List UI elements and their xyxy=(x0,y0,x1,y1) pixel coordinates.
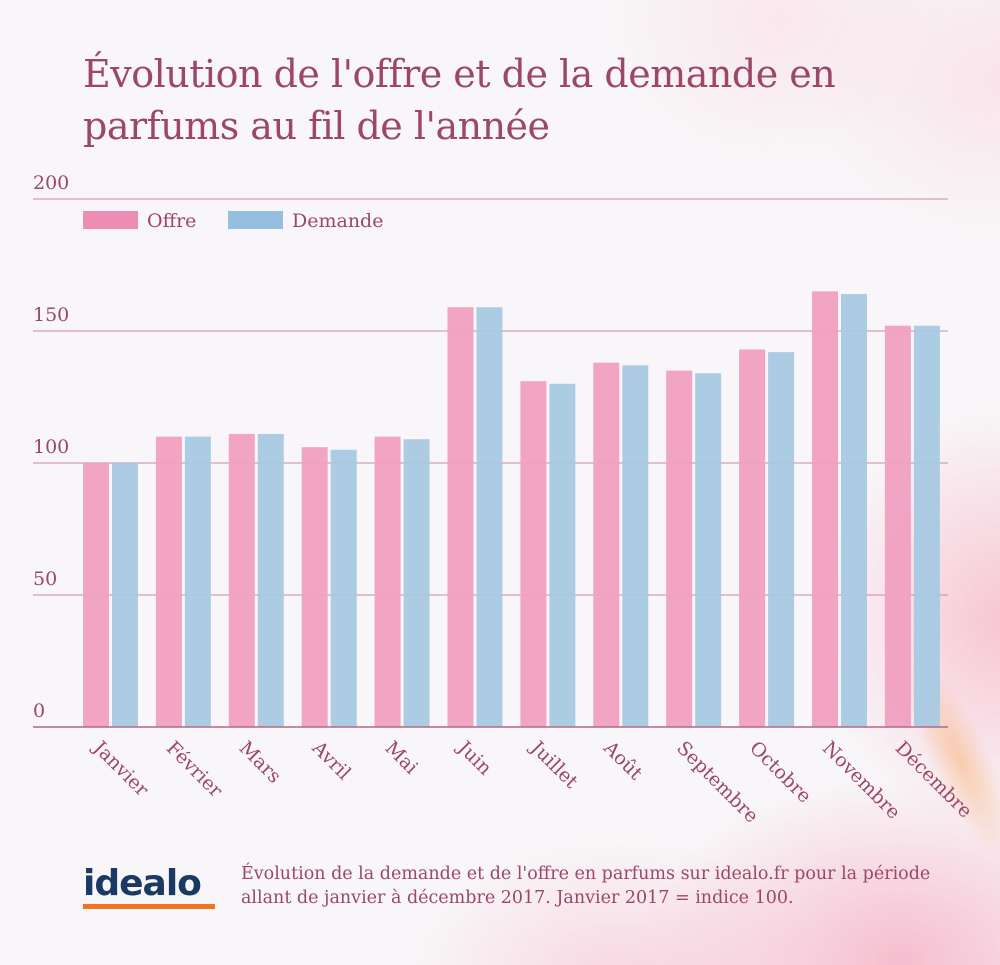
legend-label-offre: Offre xyxy=(147,210,196,232)
idealo-logo: idealo xyxy=(83,866,215,910)
bar-demande-mai xyxy=(403,439,430,727)
bar-demande-février xyxy=(184,436,211,727)
x-tick-label: Mars xyxy=(235,737,286,788)
y-tick-label: 50 xyxy=(33,568,57,590)
x-tick-label: Juillet xyxy=(525,736,583,794)
bar-offre-février xyxy=(155,436,182,727)
bar-demande-mars xyxy=(257,433,284,727)
y-tick-label: 200 xyxy=(33,172,69,194)
y-tick-label: 0 xyxy=(33,700,45,722)
bar-demande-juillet xyxy=(549,383,576,727)
x-tick-label: Février xyxy=(162,737,227,802)
x-tick-label: Mai xyxy=(381,737,423,779)
bar-offre-décembre xyxy=(884,325,911,727)
x-tick-label: Novembre xyxy=(818,737,905,824)
bar-offre-août xyxy=(593,362,620,727)
bar-demande-décembre xyxy=(913,325,940,727)
logo-underline xyxy=(83,904,215,909)
x-tick-label: Juin xyxy=(452,736,496,780)
bar-demande-juin xyxy=(476,307,503,727)
bar-demande-septembre xyxy=(695,373,722,727)
bar-offre-janvier xyxy=(83,463,109,727)
y-tick-label: 100 xyxy=(33,436,69,458)
legend-label-demande: Demande xyxy=(292,210,383,232)
bar-offre-mai xyxy=(374,436,401,727)
legend-swatch-offre xyxy=(83,211,138,229)
bar-offre-juin xyxy=(447,307,474,727)
bar-demande-janvier xyxy=(112,463,138,727)
bar-offre-novembre xyxy=(812,291,838,727)
legend: Offre Demande xyxy=(83,210,383,232)
bar-offre-septembre xyxy=(666,370,693,727)
bar-demande-novembre xyxy=(841,294,867,727)
bar-demande-avril xyxy=(330,449,357,727)
bar-demande-octobre xyxy=(768,352,795,727)
y-tick-label: 150 xyxy=(33,304,69,326)
bar-demande-août xyxy=(622,365,649,727)
logo-text: idealo xyxy=(83,863,202,904)
x-tick-label: Janvier xyxy=(88,736,154,802)
x-tick-label: Août xyxy=(599,736,647,784)
bar-offre-juillet xyxy=(520,381,547,727)
bars xyxy=(83,291,940,727)
chart-title: Évolution de l'offre et de la demande en… xyxy=(83,52,836,148)
footer-note: Évolution de la demande et de l'offre en… xyxy=(241,864,931,908)
bar-offre-avril xyxy=(301,447,328,727)
bar-offre-octobre xyxy=(739,349,766,727)
bar-offre-mars xyxy=(228,433,255,727)
x-tick-label: Avril xyxy=(307,736,355,784)
x-tick-label: Décembre xyxy=(891,737,976,822)
legend-swatch-demande xyxy=(228,211,283,229)
x-tick-label: Octobre xyxy=(745,737,816,808)
